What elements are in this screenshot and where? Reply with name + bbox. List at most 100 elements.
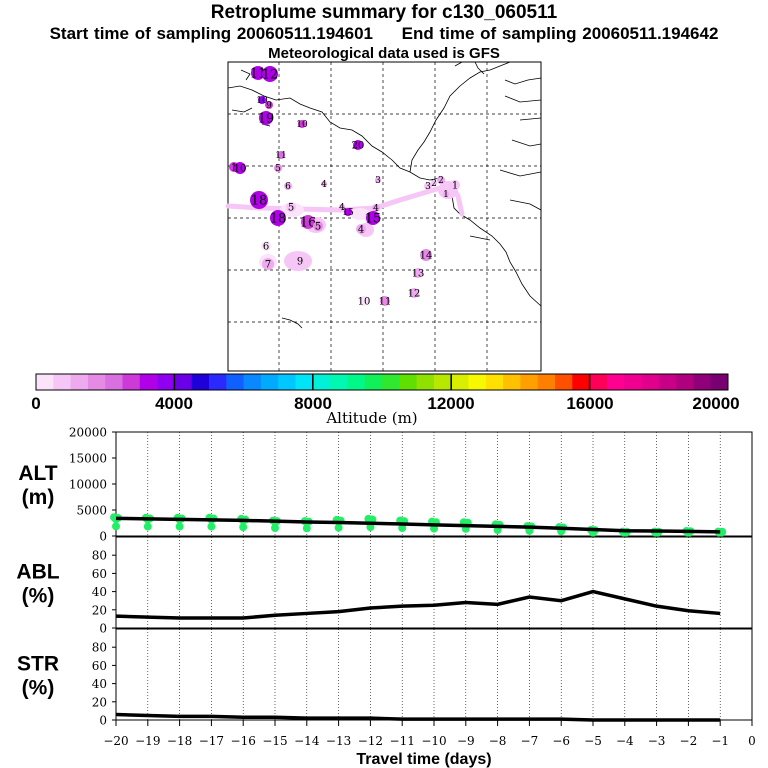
map-marker: 11 xyxy=(379,296,391,308)
colorbar-cell xyxy=(572,374,590,390)
colorbar-cell xyxy=(520,374,539,390)
map-marker: 3 xyxy=(375,176,381,186)
colorbar-cell xyxy=(191,374,210,390)
map-marker-label: 1 xyxy=(452,181,458,192)
x-axis: −20 −19 −18 −17 −16 −15 −14 −13 −12 −11 −10 −9 −8 −7−… xyxy=(103,720,756,748)
map-marker: 10 xyxy=(296,120,308,130)
x-tick-label: −2 xyxy=(680,734,698,748)
map-marker-label: 12 xyxy=(262,68,279,83)
colorbar-cell xyxy=(468,374,487,390)
map-marker-label: 3 xyxy=(425,182,431,192)
colorbar-dividers xyxy=(173,374,591,390)
colorbar-cell xyxy=(658,374,677,390)
y-tick-label: 60 xyxy=(92,659,107,673)
x-tick-label: −19 xyxy=(135,734,160,748)
map-marker-label: 13 xyxy=(412,269,425,280)
y-tick-label: 5000 xyxy=(76,504,107,518)
map-marker-label: 3 xyxy=(375,176,381,186)
colorbar-cell xyxy=(537,374,556,390)
map-marker-dot xyxy=(270,210,286,226)
map-marker-label: 1 xyxy=(231,163,237,174)
y-axis-label: ALT xyxy=(18,462,57,485)
map-marker: 11 xyxy=(250,66,266,82)
x-tick-label: −1 xyxy=(711,734,729,748)
y-tick-label: 20 xyxy=(92,603,107,617)
colorbar-cell xyxy=(606,374,625,390)
colorbar-cell xyxy=(624,374,642,390)
colorbar-cell xyxy=(382,374,400,390)
colorbar: 0 4000 8000 12000 16000 20000 Altitude (… xyxy=(31,373,740,427)
sampling-times: Start time of sampling 20060511.194601 E… xyxy=(0,24,768,44)
map-marker-label: 15 xyxy=(365,212,382,227)
map-marker-dot xyxy=(234,162,246,174)
map-marker-label: 1 xyxy=(443,190,449,200)
x-tick-label: −11 xyxy=(390,734,415,748)
alt-point xyxy=(112,522,120,531)
map-marker-dot xyxy=(413,268,423,278)
map-marker: 13 xyxy=(412,268,425,280)
x-tick-label: −7 xyxy=(521,734,539,748)
map-marker-dot xyxy=(265,101,273,109)
map-marker-dot xyxy=(344,208,352,216)
alt-point xyxy=(239,523,248,532)
colorbar-cell xyxy=(710,374,729,390)
time-series-panels: 05000100001500020000ALT(m)020406080ABL(%… xyxy=(16,426,753,728)
chart-title: Retroplume summary for c130_060511 xyxy=(210,2,558,23)
x-tick-label: −14 xyxy=(294,734,320,748)
colorbar-cell xyxy=(555,374,573,390)
x-tick-label: −4 xyxy=(616,734,634,748)
map-marker: 12 xyxy=(262,66,279,83)
map-marker: 19 xyxy=(258,111,274,127)
colorbar-cell xyxy=(157,374,175,390)
map-marker-dot xyxy=(294,255,306,267)
map-marker-dot xyxy=(366,211,380,225)
colorbar-cell xyxy=(209,374,227,390)
x-tick-label: −18 xyxy=(167,734,192,748)
map-marker-dot xyxy=(356,224,366,234)
colorbar-tick-label: 16000 xyxy=(566,394,613,413)
map-marker: 16 xyxy=(300,215,317,231)
colorbar-cell xyxy=(260,374,279,390)
colorbar-cell xyxy=(278,374,296,390)
abl-line xyxy=(115,589,721,620)
map-marker-dot xyxy=(321,181,327,187)
colorbar-cell xyxy=(53,374,71,390)
map-marker-dot xyxy=(313,221,323,231)
colorbar-cell xyxy=(641,374,660,390)
map-marker-label: 10 xyxy=(358,297,371,308)
map-marker-dot xyxy=(420,249,432,261)
map-marker: 9 xyxy=(265,101,273,111)
map-marker-dot xyxy=(286,202,296,212)
map-marker-dot xyxy=(262,66,278,82)
y-tick-label: 0 xyxy=(99,622,107,636)
panel-alt: 0 5000 10000 15000 20000 ALT(m) xyxy=(18,426,753,544)
map-marker: 1 xyxy=(450,180,460,192)
colorbar-cell xyxy=(174,374,193,390)
alt-point xyxy=(271,523,279,532)
colorbar-tick-label: 0 xyxy=(31,394,40,413)
map-marker-label: 9 xyxy=(297,257,303,268)
map-marker-dot xyxy=(284,182,292,190)
colorbar-cell xyxy=(226,374,244,390)
map-marker-label: 5 xyxy=(288,203,294,214)
map-marker: 4 xyxy=(339,203,345,213)
colorbar-tick-label: 20000 xyxy=(692,394,739,413)
map-marker-label: 12 xyxy=(408,289,421,300)
met-data-label: Meteorological data used is GFS xyxy=(268,45,500,62)
map-marker-dot xyxy=(424,182,432,190)
map-marker-dot xyxy=(359,296,369,306)
colorbar-tick-label: 8000 xyxy=(294,394,332,413)
y-tick-label: 20 xyxy=(92,695,107,709)
x-tick-label: −20 xyxy=(103,734,128,748)
map-marker: 3 xyxy=(424,182,432,192)
map-marker: 12 xyxy=(408,288,421,300)
map-marker: 6 xyxy=(261,241,271,253)
start-time-label: Start time of sampling 20060511.194601 xyxy=(49,24,373,43)
y-tick-label: 0 xyxy=(99,714,107,728)
colorbar-cell xyxy=(451,374,469,390)
colorbar-tick-label: 4000 xyxy=(155,394,193,413)
colorbar-tick-label: 12000 xyxy=(427,394,474,413)
map-marker: 11 xyxy=(275,151,287,161)
map-marker-label: 16 xyxy=(300,216,317,231)
